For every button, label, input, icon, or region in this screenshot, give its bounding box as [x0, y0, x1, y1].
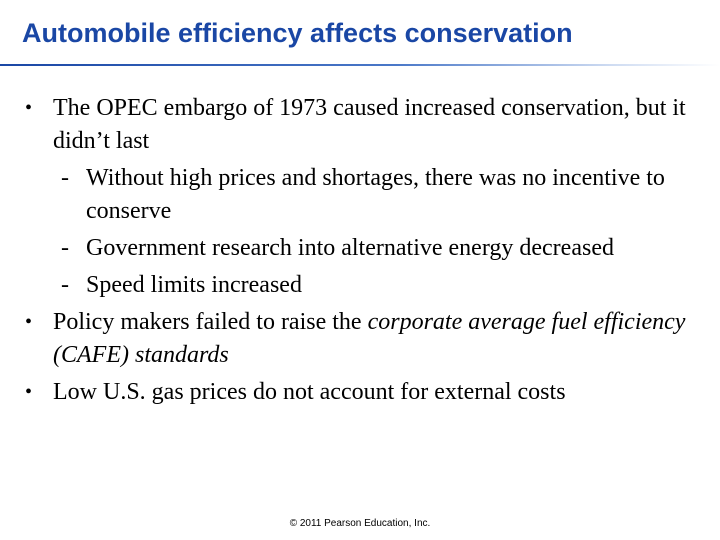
bullet-marker: • [25, 97, 33, 119]
bullet-cafe-standards: • Policy makers failed to raise the corp… [0, 306, 693, 372]
bullet-list: • The OPEC embargo of 1973 caused increa… [0, 92, 720, 413]
title-divider [0, 64, 720, 66]
bullet-text: The OPEC embargo of 1973 caused increase… [53, 95, 686, 154]
sub-bullet-text: Government research into alternative ene… [86, 235, 614, 261]
sub-bullet-text: Speed limits increased [86, 272, 302, 298]
sub-bullet-no-incentive: - Without high prices and shortages, the… [0, 162, 686, 228]
sub-bullet-speed-limits: - Speed limits increased [0, 269, 686, 302]
bullet-italic-text: corporate average fuel efficiency (CAFE)… [53, 309, 686, 368]
sub-bullet-research-decreased: - Government research into alternative e… [0, 232, 686, 265]
sub-bullet-marker: - [61, 235, 69, 261]
sub-bullet-text: Without high prices and shortages, there… [86, 165, 665, 224]
sub-bullet-marker: - [61, 165, 69, 191]
bullet-gas-prices: • Low U.S. gas prices do not account for… [0, 376, 693, 409]
slide-title: Automobile efficiency affects conservati… [22, 18, 573, 48]
sub-bullet-marker: - [61, 272, 69, 298]
bullet-text: Policy makers failed to raise the [53, 309, 368, 335]
copyright-footer: © 2011 Pearson Education, Inc. [289, 518, 431, 529]
bullet-marker: • [25, 311, 33, 333]
bullet-opec-embargo: • The OPEC embargo of 1973 caused increa… [0, 92, 693, 158]
bullet-marker: • [25, 381, 33, 403]
bullet-text: Low U.S. gas prices do not account for e… [53, 379, 566, 405]
